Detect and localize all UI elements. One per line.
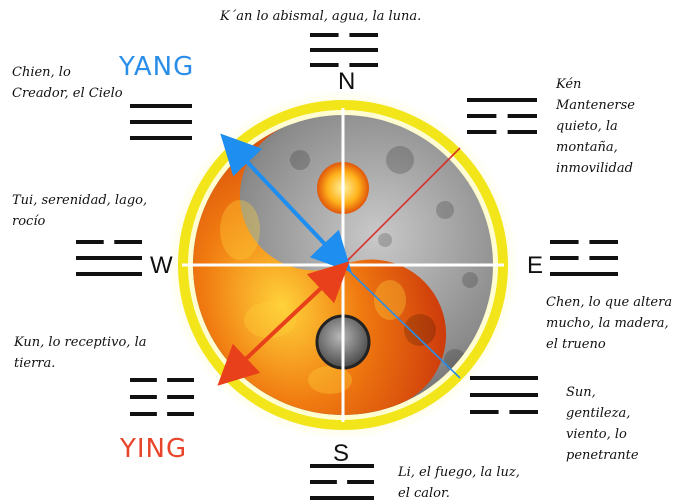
diagonal-se: [342, 264, 461, 379]
east-label: E: [527, 252, 544, 279]
trigram-line-broken: [310, 480, 337, 484]
trigram-label-top-left: Chien, lo Creador, el Cielo: [12, 65, 123, 101]
trigram-line-broken: [349, 63, 378, 67]
trigram-line-broken: [347, 480, 374, 484]
trigram-symbol-bottom: [310, 464, 374, 500]
diagonal-ne: [342, 147, 461, 266]
trigram-line-solid: [76, 256, 142, 260]
trigram-symbol-bottom-left: [130, 378, 194, 416]
trigram-line-solid: [310, 464, 374, 468]
trigram-symbol-right: [550, 240, 618, 276]
trigram-line-solid: [310, 48, 378, 52]
trigram-line-solid: [130, 136, 192, 140]
trigram-line-solid: [467, 98, 537, 102]
trigram-label-top: K´an lo abismal, agua, la luna.: [220, 9, 422, 24]
trigram-symbol-top-left: [130, 104, 192, 140]
north-label: N: [338, 68, 356, 95]
trigram-symbol-bottom-right: [470, 376, 538, 414]
trigram-line-solid: [550, 272, 618, 276]
trigram-line-broken: [114, 240, 142, 244]
trigram-line-broken: [470, 410, 499, 414]
trigram-line-broken: [467, 114, 497, 118]
trigram-line-broken: [76, 240, 104, 244]
trigram-symbol-top-right: [467, 98, 537, 134]
trigram-label-bottom-right: Sun, gentileza, viento, lo penetrante: [566, 385, 639, 463]
trigram-line-solid: [130, 120, 192, 124]
trigram-symbol-top: [310, 33, 378, 67]
trigram-line-broken: [167, 395, 194, 399]
trigram-line-broken: [310, 33, 339, 37]
south-label: S: [333, 440, 350, 467]
yang-arrow: [220, 133, 352, 273]
trigram-label-bottom-left: Kun, lo receptivo, la tierra.: [14, 335, 147, 371]
trigram-line-solid: [470, 376, 538, 380]
trigram-line-broken: [310, 63, 339, 67]
trigram-line-broken: [167, 378, 194, 382]
trigram-line-broken: [507, 114, 537, 118]
trigram-line-broken: [467, 130, 497, 134]
trigram-line-broken: [589, 256, 618, 260]
trigram-line-broken: [130, 412, 157, 416]
trigram-line-solid: [130, 104, 192, 108]
trigram-line-broken: [130, 395, 157, 399]
trigram-line-broken: [589, 240, 618, 244]
trigram-line-solid: [470, 393, 538, 397]
trigram-line-broken: [550, 240, 579, 244]
trigram-label-right: Chen, lo que altera mucho, la madera, el…: [546, 295, 673, 352]
trigram-line-broken: [130, 378, 157, 382]
trigram-line-solid: [310, 496, 374, 500]
trigram-symbol-left: [76, 240, 142, 276]
ying-arrow: [217, 261, 350, 386]
trigram-line-broken: [509, 410, 538, 414]
trigram-line-solid: [76, 272, 142, 276]
trigram-line-broken: [507, 130, 537, 134]
trigram-label-bottom: Li, el fuego, la luz, el calor.: [398, 465, 520, 501]
trigram-line-broken: [349, 33, 378, 37]
trigram-line-broken: [550, 256, 579, 260]
ying-label: YING: [120, 434, 188, 464]
west-label: W: [150, 252, 173, 279]
yang-label: YANG: [119, 52, 195, 82]
trigram-label-left: Tui, serenidad, lago, rocío: [12, 193, 148, 229]
trigram-label-top-right: Kén Mantenerse quieto, la montaña, inmov…: [556, 77, 635, 176]
trigram-line-broken: [167, 412, 194, 416]
